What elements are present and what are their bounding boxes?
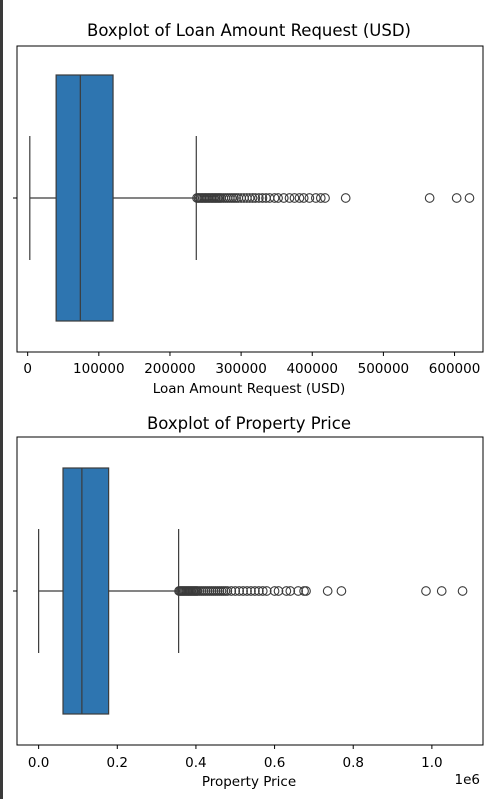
x-tick-label: 400000	[286, 361, 338, 377]
outlier-point	[301, 586, 311, 596]
outlier-point	[253, 586, 264, 596]
outlier-point	[451, 193, 462, 203]
outlier-point	[284, 193, 295, 203]
chart-title: Boxplot of Property Price	[147, 414, 351, 433]
x-tick-label: 0	[23, 361, 32, 377]
outlier-point	[298, 193, 309, 203]
outlier-point	[340, 193, 351, 203]
chart-title: Boxplot of Loan Amount Request (USD)	[87, 21, 411, 40]
outlier-point	[421, 586, 431, 596]
x-tick-label: 200000	[144, 361, 196, 377]
outlier-point	[244, 193, 255, 203]
x-tick-label: 0.6	[264, 755, 285, 771]
outlier-point	[285, 586, 296, 596]
outlier-point	[315, 193, 326, 203]
outlier-point	[293, 586, 304, 596]
outlier-point	[250, 586, 260, 596]
window-left-border	[0, 0, 3, 799]
outlier-point	[234, 586, 245, 596]
x-tick-label: 0.2	[107, 755, 128, 771]
outlier-point	[336, 586, 347, 596]
outlier-point	[322, 586, 333, 596]
x-axis-label: Loan Amount Request (USD)	[153, 381, 346, 397]
boxplot-marks	[29, 74, 475, 322]
outlier-point	[299, 586, 309, 596]
outlier-point	[273, 586, 284, 596]
outlier-point	[230, 586, 241, 596]
property-price-boxplot: Boxplot of Property Price 0.0 0.2 0.4 0.6 0.…	[13, 414, 484, 790]
outlier-point	[273, 193, 283, 203]
loan-amount-boxplot: Boxplot of Loan Amount Request (USD) 0 10…	[13, 21, 484, 397]
x-axis-label: Property Price	[202, 774, 296, 790]
outlier-point	[242, 586, 252, 596]
outlier-point	[269, 586, 280, 596]
x-axis-ticks: 0 100000 200000 300000 400000 500000 600000	[13, 197, 481, 377]
outlier-point	[222, 586, 233, 596]
x-tick-label: 500000	[358, 361, 410, 377]
outlier-point	[226, 586, 237, 596]
outlier-point	[310, 193, 321, 203]
outlier-point	[250, 193, 261, 203]
x-tick-label: 300000	[215, 361, 267, 377]
outlier-point	[269, 193, 280, 203]
outlier-point	[424, 193, 435, 203]
outlier-point	[261, 586, 272, 596]
x-tick-label: 0.8	[342, 755, 363, 771]
outlier-point	[257, 193, 268, 203]
x-tick-label: 1.0	[421, 755, 442, 771]
outlier-point	[436, 586, 447, 596]
outlier-point	[254, 193, 264, 203]
outlier-point	[281, 586, 292, 596]
outlier-point	[257, 586, 268, 596]
x-tick-label: 0.4	[185, 755, 206, 771]
outlier-point	[246, 586, 256, 596]
x-tick-label: 0.0	[28, 755, 49, 771]
outlier-point	[238, 586, 248, 596]
x-axis-ticks: 0.0 0.2 0.4 0.6 0.8 1.0	[13, 590, 443, 771]
outlier-point	[464, 193, 475, 203]
outlier-point	[304, 193, 315, 203]
outlier-point	[289, 193, 300, 203]
outlier-point	[278, 193, 289, 203]
plot-frame	[16, 45, 484, 353]
x-tick-label: 100000	[73, 361, 125, 377]
outlier-point	[294, 193, 305, 203]
iqr-box	[62, 467, 110, 715]
x-axis-offset-label: 1e6	[455, 772, 480, 788]
outlier-point	[247, 193, 258, 203]
boxplot-marks	[38, 467, 468, 715]
iqr-box	[55, 74, 114, 322]
outlier-point	[457, 586, 468, 596]
outlier-point	[320, 193, 330, 203]
x-tick-label: 600000	[429, 361, 481, 377]
